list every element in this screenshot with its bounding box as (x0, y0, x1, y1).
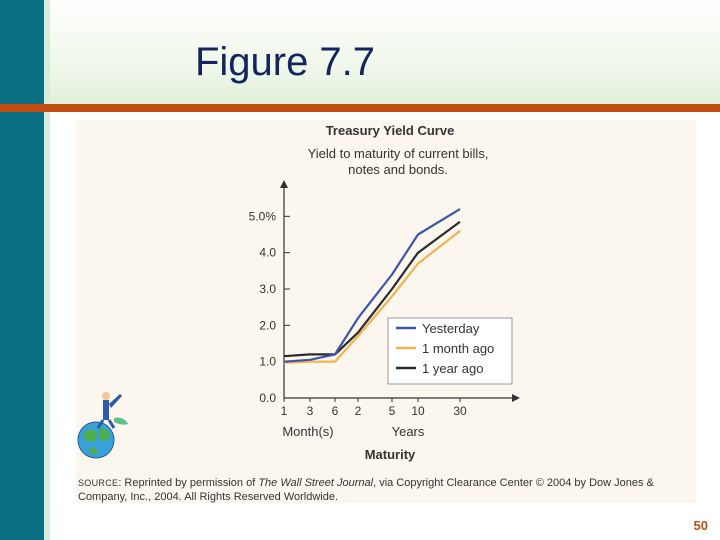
x-tick-label: 6 (332, 404, 339, 418)
legend-label: Yesterday (422, 321, 480, 336)
slide-title: Figure 7.7 (194, 40, 376, 84)
x-group-label-years: Years (392, 424, 425, 439)
x-tick-label: 30 (453, 404, 467, 418)
series-line-1-year-ago (283, 220, 461, 358)
x-axis-arrow (512, 394, 520, 402)
chart-subtitle-line-1: Yield to maturity of current bills, (308, 146, 489, 161)
x-tick-label: 1 (281, 404, 288, 418)
x-axis-label: Maturity (365, 447, 416, 462)
source-text-after: , via Copyright Clearance Center © 2004 … (78, 477, 654, 503)
figure-panel: Treasury Yield Curve Yield to maturity o… (76, 120, 696, 503)
x-group-label-months: Month(s) (282, 424, 333, 439)
series-line-1-month-ago (283, 230, 461, 364)
x-tick-label: 10 (411, 404, 425, 418)
sidebar-accent (0, 0, 44, 540)
page-number: 50 (693, 518, 708, 533)
y-axis-arrow (280, 180, 288, 188)
source-note: Source: Reprinted by permission of The W… (78, 476, 694, 504)
source-text-before: : Reprinted by permission of (118, 477, 259, 489)
yield-curve-chart: Treasury Yield Curve Yield to maturity o… (249, 123, 520, 462)
source-label: Source (78, 478, 119, 488)
x-tick-label: 2 (355, 404, 362, 418)
chart-title: Treasury Yield Curve (326, 123, 455, 138)
y-tick-label: 2.0 (259, 318, 276, 332)
y-tick-label: 3.0 (259, 282, 276, 296)
legend-label: 1 year ago (422, 361, 483, 376)
globe-person-icon (77, 392, 128, 459)
sidebar-edge (44, 0, 50, 540)
title-band (50, 0, 720, 104)
x-tick-label: 3 (307, 404, 314, 418)
y-tick-label: 5.0% (249, 209, 277, 223)
y-tick-label: 1.0 (259, 355, 276, 369)
y-tick-label: 0.0 (259, 391, 276, 405)
x-tick-label: 5 (389, 404, 396, 418)
title-rule (0, 104, 720, 112)
source-journal: The Wall Street Journal (258, 477, 374, 489)
chart-subtitle-line-2: notes and bonds. (348, 162, 448, 177)
y-tick-label: 4.0 (259, 246, 276, 260)
legend-label: 1 month ago (422, 341, 494, 356)
series-line-yesterday (283, 208, 461, 363)
